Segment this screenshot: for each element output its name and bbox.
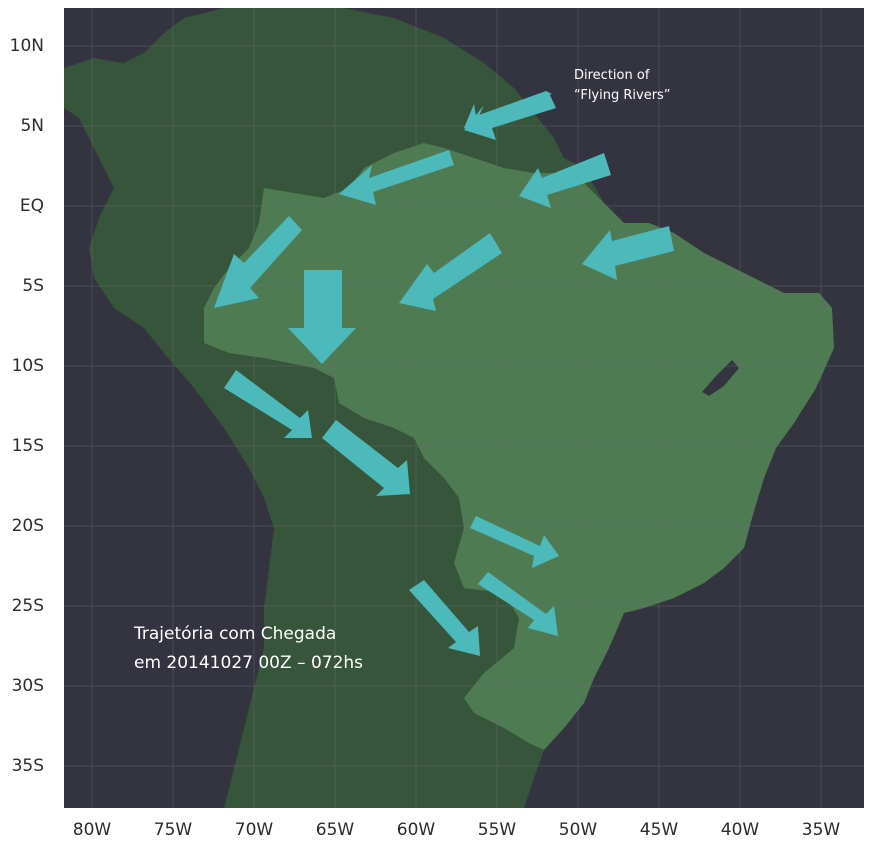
arrow-northeast (582, 226, 674, 280)
lat-label-35s: 35S (11, 756, 44, 776)
arrow-sao-paulo (470, 516, 559, 568)
lon-label-45w: 45W (639, 820, 679, 840)
lat-label-25s: 25S (11, 596, 44, 616)
lon-label-60w: 60W (396, 820, 436, 840)
map-graphic (64, 8, 864, 808)
trajectory-annotation: Trajetória com Chegada em 20141027 00Z –… (134, 620, 363, 678)
lat-label-5s: 5S (22, 276, 44, 296)
flying-rivers-annotation: Direction of “Flying Rivers” (574, 66, 671, 106)
arrow-parana (478, 572, 558, 636)
lat-label-10s: 10S (11, 356, 44, 376)
arrow-central-amazon (399, 233, 502, 311)
lon-label-75w: 75W (153, 820, 193, 840)
arrow-mato-grosso (322, 420, 410, 496)
trajectory-line-2: em 20141027 00Z – 072hs (134, 653, 364, 673)
lon-label-65w: 65W (315, 820, 355, 840)
lat-label-15s: 15S (11, 436, 44, 456)
lon-label-80w: 80W (72, 820, 112, 840)
lon-label-55w: 55W (477, 820, 517, 840)
reservoir-feature (702, 360, 739, 396)
map-canvas: Direction of “Flying Rivers” Trajetória … (64, 8, 864, 808)
arrow-north-atlantic (464, 93, 556, 140)
lat-label-10n: 10N (9, 36, 44, 56)
graticule (64, 8, 864, 808)
arrow-south-down (288, 270, 356, 364)
arrow-amapa (519, 153, 611, 208)
annotation-line-2: “Flying Rivers” (574, 88, 671, 103)
arrow-paraguay (409, 580, 480, 656)
lon-label-35w: 35W (801, 820, 841, 840)
trajectory-line-1: Trajetória com Chegada (134, 624, 337, 644)
annotation-line-1: Direction of (574, 68, 650, 83)
brazil-region (204, 143, 834, 750)
arrow-guianas (339, 150, 454, 205)
lat-label-20s: 20S (11, 516, 44, 536)
lat-label-5n: 5N (20, 116, 44, 136)
arrow-rondonia (224, 370, 312, 438)
lon-label-50w: 50W (558, 820, 598, 840)
lat-label-30s: 30S (11, 676, 44, 696)
lon-label-40w: 40W (720, 820, 760, 840)
lon-label-70w: 70W (234, 820, 274, 840)
arrow-west-amazon (214, 216, 302, 308)
lat-label-eq: EQ (19, 196, 44, 216)
